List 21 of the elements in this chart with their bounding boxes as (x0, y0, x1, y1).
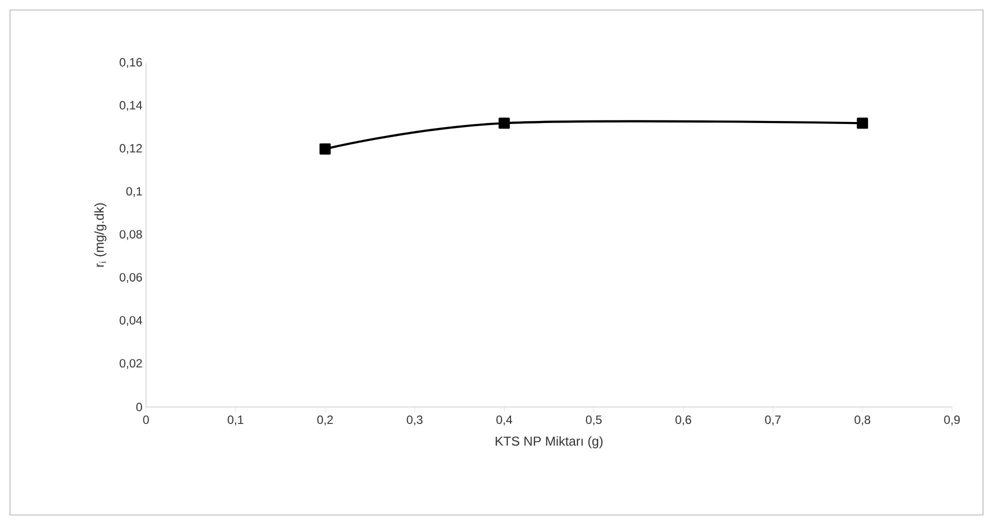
x-tick-label: 0,6 (676, 416, 692, 426)
y-tick-label: 0,14 (120, 101, 142, 111)
y-tick-label: 0 (136, 402, 142, 412)
x-tick-label: 0,1 (228, 416, 244, 426)
x-tick-label: 0,3 (406, 416, 422, 426)
y-tick-label: 0,08 (120, 230, 142, 240)
y-tick-label: 0,16 (120, 58, 142, 68)
x-tick-label: 0 (143, 416, 149, 424)
x-tick-label: 0,8 (854, 416, 870, 426)
x-tick-label: 0,4 (496, 416, 512, 426)
y-tick-label: 0,12 (120, 144, 142, 154)
y-tick-label: 0,04 (120, 316, 142, 326)
x-tick-label: 0,7 (765, 416, 781, 426)
x-tick-label: 0,2 (317, 416, 333, 426)
y-tick-label: 0,06 (120, 273, 142, 283)
x-axis-title: KTS NP Miktarı (g) (496, 436, 603, 448)
x-tick-label: 0,9 (944, 416, 960, 426)
x-tick-label: 0,5 (586, 416, 602, 426)
y-tick-label: 0,02 (120, 359, 142, 369)
y-tick-label: 0,1 (126, 187, 142, 197)
y-axis-title: r$_{i}$ (mg/g.dk) (94, 203, 106, 267)
